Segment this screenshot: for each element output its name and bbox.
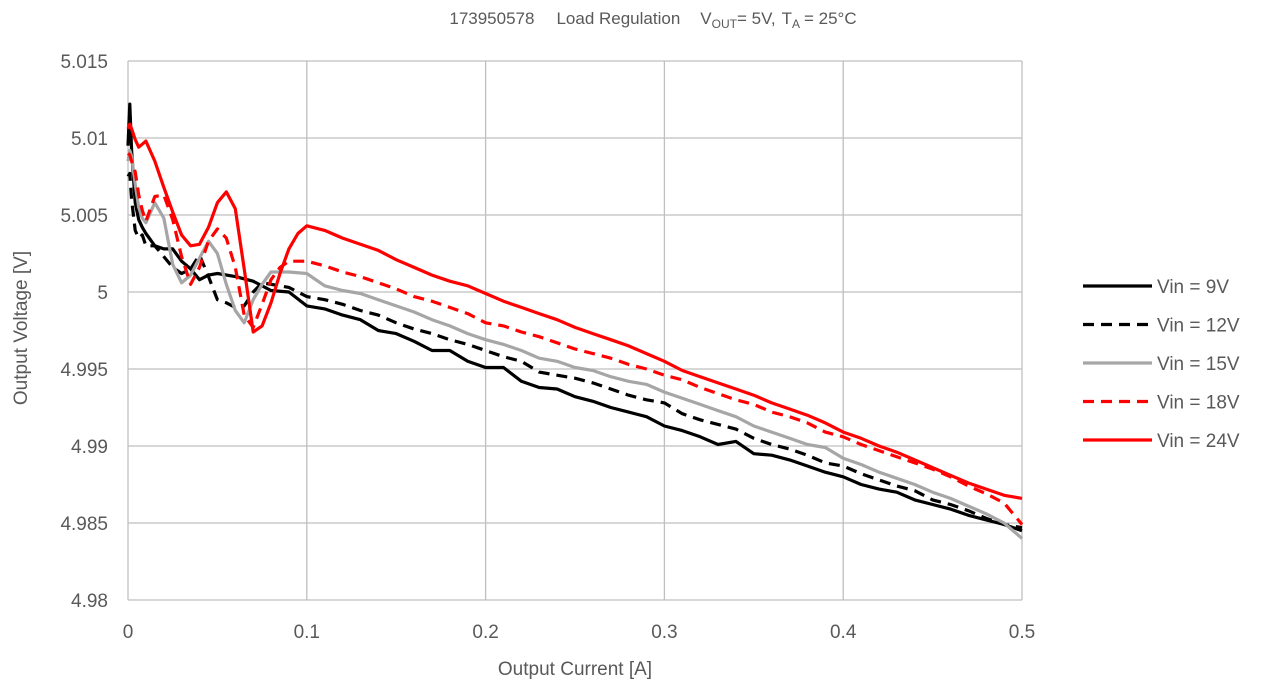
legend-label-vin-9v: Vin = 9V (1157, 277, 1229, 298)
title-vout-prefix: V (700, 9, 712, 28)
y-tick-label: 5.005 (60, 206, 108, 227)
y-tick-label: 5.01 (71, 129, 108, 150)
y-tick-label: 4.995 (60, 360, 108, 381)
y-tick-label: 4.985 (60, 514, 108, 535)
y-axis-title: Output Voltage [V] (11, 251, 32, 405)
series-layer (126, 102, 1024, 540)
x-tick-label: 0.5 (1009, 622, 1035, 643)
title-ta-subscript: A (792, 17, 800, 31)
x-tick-label: 0.4 (830, 622, 857, 643)
x-tick-label: 0.1 (294, 622, 320, 643)
series-line-vin-12v (126, 171, 1023, 530)
y-tick-label: 4.99 (71, 437, 108, 458)
y-tick-label: 4.98 (71, 591, 108, 612)
series-line-vin-18v (126, 152, 1024, 526)
legend-label-vin-18v: Vin = 18V (1157, 393, 1240, 414)
series-line-vin-9v (126, 102, 1023, 533)
legend-label-vin-24v: Vin = 24V (1157, 431, 1240, 452)
legend-label-vin-15v: Vin = 15V (1157, 354, 1240, 375)
title-ta-prefix: T (782, 9, 792, 28)
x-axis-title: Output Current [A] (498, 659, 652, 680)
title-vout-value: = 5V, (737, 9, 776, 28)
title-name: Load Regulation (556, 9, 680, 28)
title-vout-subscript: OUT (712, 17, 738, 31)
legend: Vin = 9V Vin = 12V Vin = 15V Vin = 18V Vin =… (1083, 277, 1240, 452)
grid (127, 60, 1023, 601)
x-tick-label: 0 (123, 622, 134, 643)
series-line-vin-15v (126, 148, 1024, 540)
y-tick-label: 5.015 (60, 52, 108, 73)
title-id: 173950578 (449, 9, 534, 28)
chart-title: 173950578 Load Regulation VOUT= 5V, TA = 25°… (449, 9, 856, 31)
series-line-vin-24v (126, 122, 1023, 500)
y-tick-label: 5 (97, 283, 108, 304)
x-tick-label: 0.3 (651, 622, 677, 643)
legend-label-vin-12v: Vin = 12V (1157, 316, 1240, 337)
x-tick-labels: 0 0.1 0.2 0.3 0.4 0.5 (123, 622, 1036, 643)
x-tick-label: 0.2 (472, 622, 498, 643)
y-tick-labels: 4.98 4.985 4.99 4.995 5 5.005 5.01 5.015 (60, 52, 108, 612)
title-ta-value: = 25°C (804, 9, 857, 28)
